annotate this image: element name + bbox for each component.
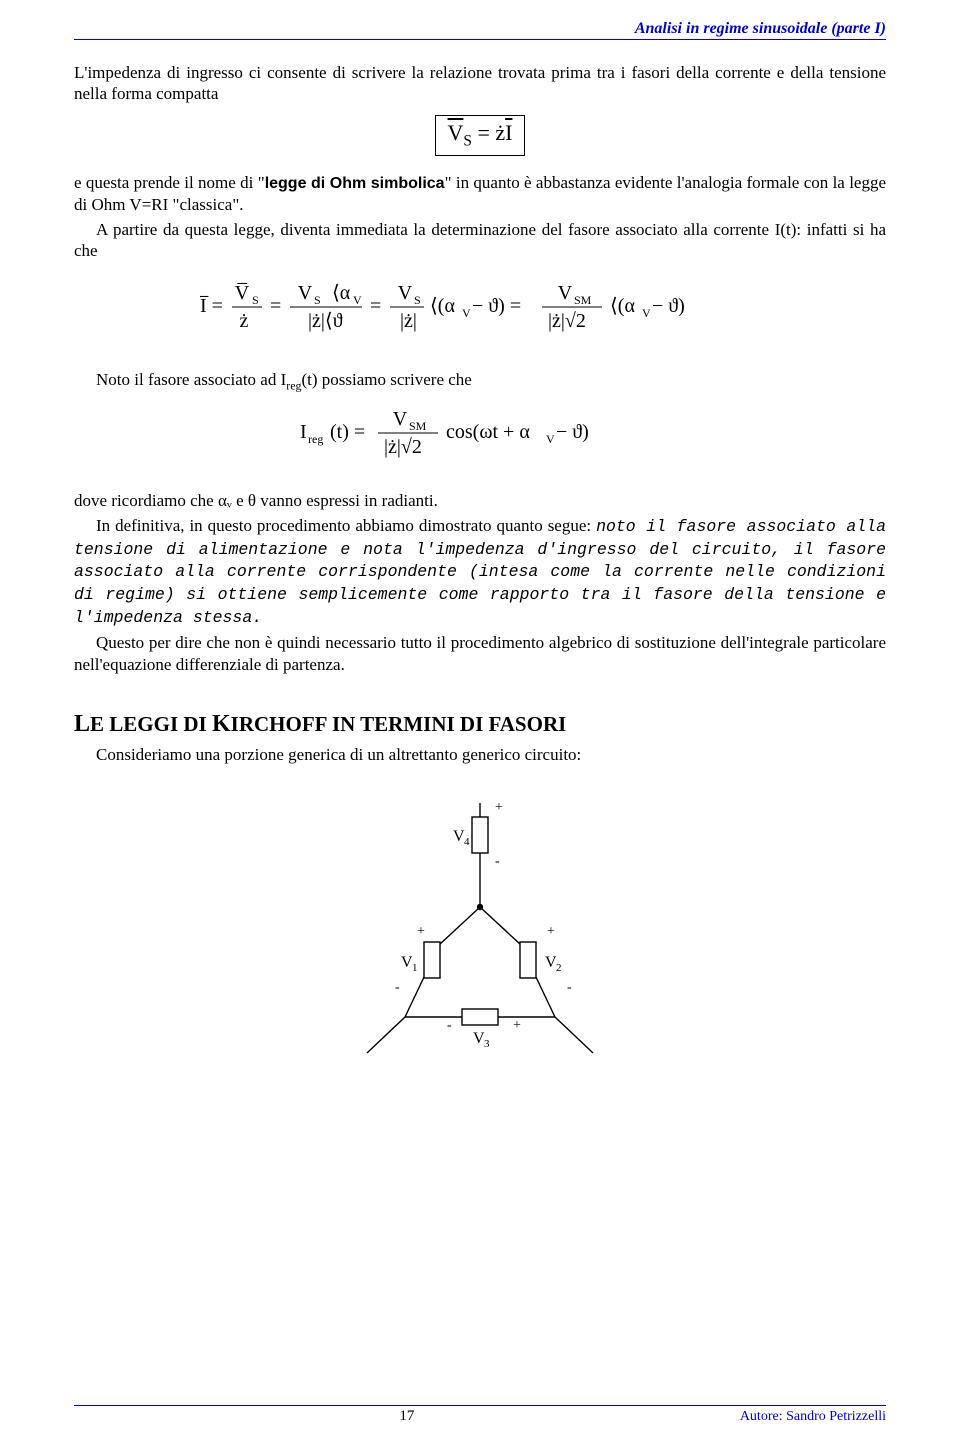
svg-text:2: 2 [556,962,562,974]
svg-text:− ϑ) =: − ϑ) = [472,295,521,317]
svg-text:|ż|√2: |ż|√2 [384,436,422,458]
paragraph-5: dove ricordiamo che αᵥ e θ vanno espress… [74,490,886,511]
svg-text:-: - [567,980,572,995]
text-fragment: e questa prende il nome di " [74,173,265,192]
running-header: Analisi in regime sinusoidale (parte I) [74,20,886,39]
svg-text:V: V [546,432,555,446]
svg-text:V: V [353,293,362,307]
svg-text:-: - [447,1018,452,1033]
equation-time-current: Ireg(t) = VSM |ż|√2 cos(ωt + αV − ϑ) [74,403,886,476]
paragraph-7: Questo per dire che non è quindi necessa… [74,632,886,675]
paragraph-3: A partire da questa legge, diventa immed… [74,219,886,262]
page-footer: 17 Autore: Sandro Petrizzelli [74,1405,886,1425]
svg-text:|ż|⟨ϑ: |ż|⟨ϑ [308,310,343,332]
svg-text:− ϑ): − ϑ) [652,295,685,317]
svg-text:V̅: V̅ [235,282,250,304]
svg-text:− ϑ): − ϑ) [556,421,589,443]
svg-text:⟨α: ⟨α [332,282,351,304]
svg-text:S: S [414,293,421,307]
svg-text:+: + [495,800,503,815]
svg-text:=: = [370,295,381,317]
svg-text:ż: ż [240,310,249,332]
paragraph-1: L'impedenza di ingresso ci consente di s… [74,62,886,105]
heading-cap: K [212,711,231,737]
svg-text:cos(ωt + α: cos(ωt + α [446,421,530,443]
section-intro: Consideriamo una porzione generica di un… [74,744,886,765]
circuit-diagram: +-+-+-+-V4V1V2V3 [74,785,886,1080]
svg-text:=: = [270,295,281,317]
equation-current-phasor: I̅ = V̅S ż = VS ⟨αV |ż|⟨ϑ = VS |ż| ⟨(αV … [74,272,886,355]
svg-text:(t) =: (t) = [330,421,365,443]
paragraph-2: e questa prende il nome di "legge di Ohm… [74,172,886,215]
svg-text:V: V [642,306,651,320]
svg-text:SM: SM [409,419,427,433]
paragraph-6: In definitiva, in questo procedimento ab… [74,515,886,628]
svg-text:reg: reg [308,432,323,446]
heading-cap: L [74,711,90,737]
svg-text:1: 1 [412,962,418,974]
heading-text: IRCHOFF IN TERMINI DI FASORI [231,712,567,736]
paragraph-4: Noto il fasore associato ad Ireg(t) poss… [74,369,886,393]
svg-text:⟨(α: ⟨(α [610,295,635,317]
svg-text:⟨(α: ⟨(α [430,295,455,317]
svg-text:+: + [513,1018,521,1033]
svg-text:SM: SM [574,293,592,307]
svg-text:V: V [298,282,313,304]
text-fragment: In definitiva, in questo procedimento ab… [96,516,596,535]
page-number: 17 [399,1408,414,1425]
svg-text:V: V [398,282,413,304]
svg-text:3: 3 [484,1038,490,1050]
svg-text:I: I [300,421,307,443]
author-credit: Autore: Sandro Petrizzelli [740,1409,886,1425]
header-rule [74,39,886,40]
bold-term: legge di Ohm simbolica [265,175,445,192]
svg-text:-: - [495,854,500,869]
svg-text:V: V [393,408,408,430]
svg-text:S: S [252,293,259,307]
svg-text:-: - [395,980,400,995]
boxed-equation: VS = żI [74,115,886,156]
svg-text:V: V [462,306,471,320]
svg-text:|ż|√2: |ż|√2 [548,310,586,332]
heading-text: E LEGGI DI [90,712,212,736]
svg-text:+: + [417,924,425,939]
svg-text:I̅ =: I̅ = [200,295,223,317]
svg-text:+: + [547,924,555,939]
svg-text:V: V [558,282,573,304]
svg-text:S: S [314,293,321,307]
svg-text:|ż|: |ż| [400,310,417,332]
svg-text:4: 4 [464,836,470,848]
section-heading-kirchoff: LE LEGGI DI KIRCHOFF IN TERMINI DI FASOR… [74,711,886,738]
